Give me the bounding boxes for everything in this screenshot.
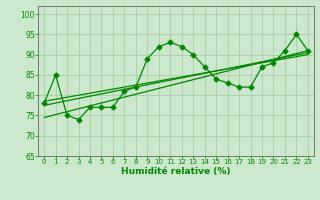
X-axis label: Humidité relative (%): Humidité relative (%) [121,167,231,176]
